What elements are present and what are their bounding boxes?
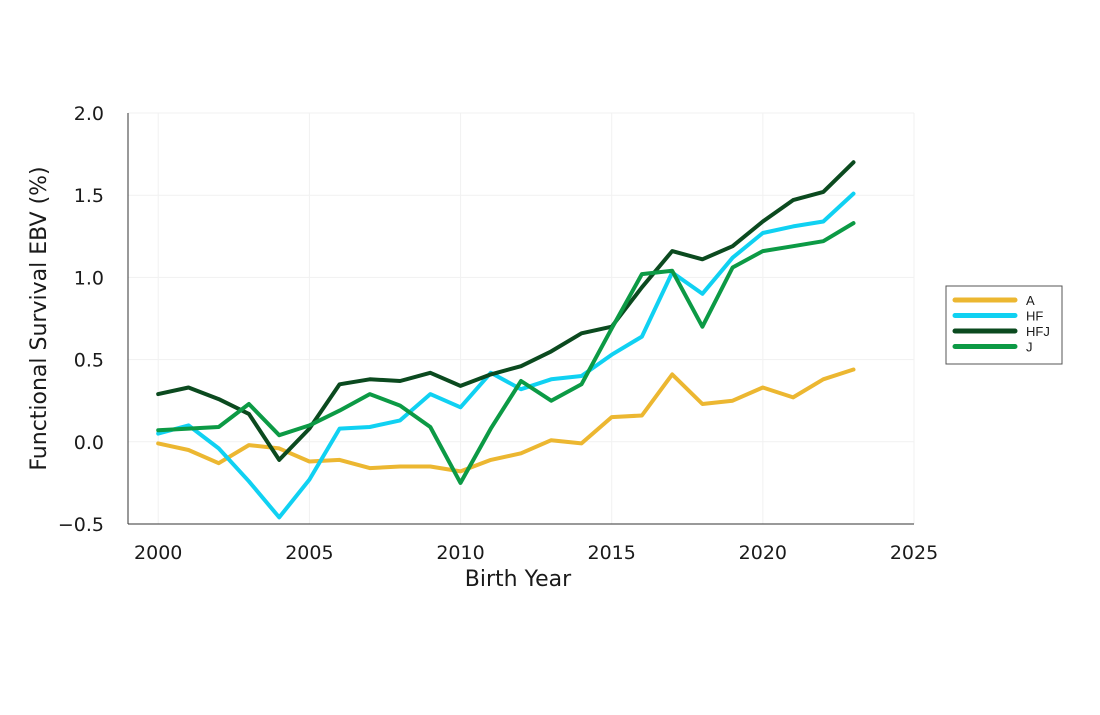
x-tick-label: 2015 bbox=[588, 542, 636, 564]
legend-label-hf: HF bbox=[1026, 309, 1043, 324]
y-tick-label: 1.0 bbox=[74, 267, 104, 289]
y-tick-label: 2.0 bbox=[74, 103, 104, 125]
series-line-j bbox=[156, 221, 856, 485]
x-tick-label: 2010 bbox=[436, 542, 484, 564]
axes bbox=[127, 113, 914, 525]
grid bbox=[128, 112, 915, 525]
series-lines bbox=[156, 160, 856, 520]
legend-label-j: J bbox=[1026, 340, 1033, 355]
x-axis-title: Birth Year bbox=[465, 567, 572, 592]
x-tick-label: 2020 bbox=[739, 542, 787, 564]
y-tick-labels: −0.5 0.0 0.5 1.0 1.5 2.0 bbox=[58, 103, 104, 536]
legend-label-a: A bbox=[1026, 293, 1035, 308]
y-tick-label: −0.5 bbox=[58, 514, 104, 536]
x-tick-labels: 2000 2005 2010 2015 2020 2025 bbox=[134, 542, 938, 564]
legend-label-hfj: HFJ bbox=[1026, 324, 1050, 339]
y-axis-title: Functional Survival EBV (%) bbox=[27, 166, 52, 470]
y-tick-label: 0.0 bbox=[74, 432, 104, 454]
series-line-a bbox=[156, 367, 856, 474]
x-tick-label: 2000 bbox=[134, 542, 182, 564]
y-tick-label: 1.5 bbox=[74, 185, 104, 207]
series-line-hf bbox=[156, 191, 856, 520]
y-tick-label: 0.5 bbox=[74, 350, 104, 372]
series-line-hfj bbox=[156, 160, 856, 462]
x-tick-label: 2005 bbox=[285, 542, 333, 564]
x-tick-label: 2025 bbox=[890, 542, 938, 564]
